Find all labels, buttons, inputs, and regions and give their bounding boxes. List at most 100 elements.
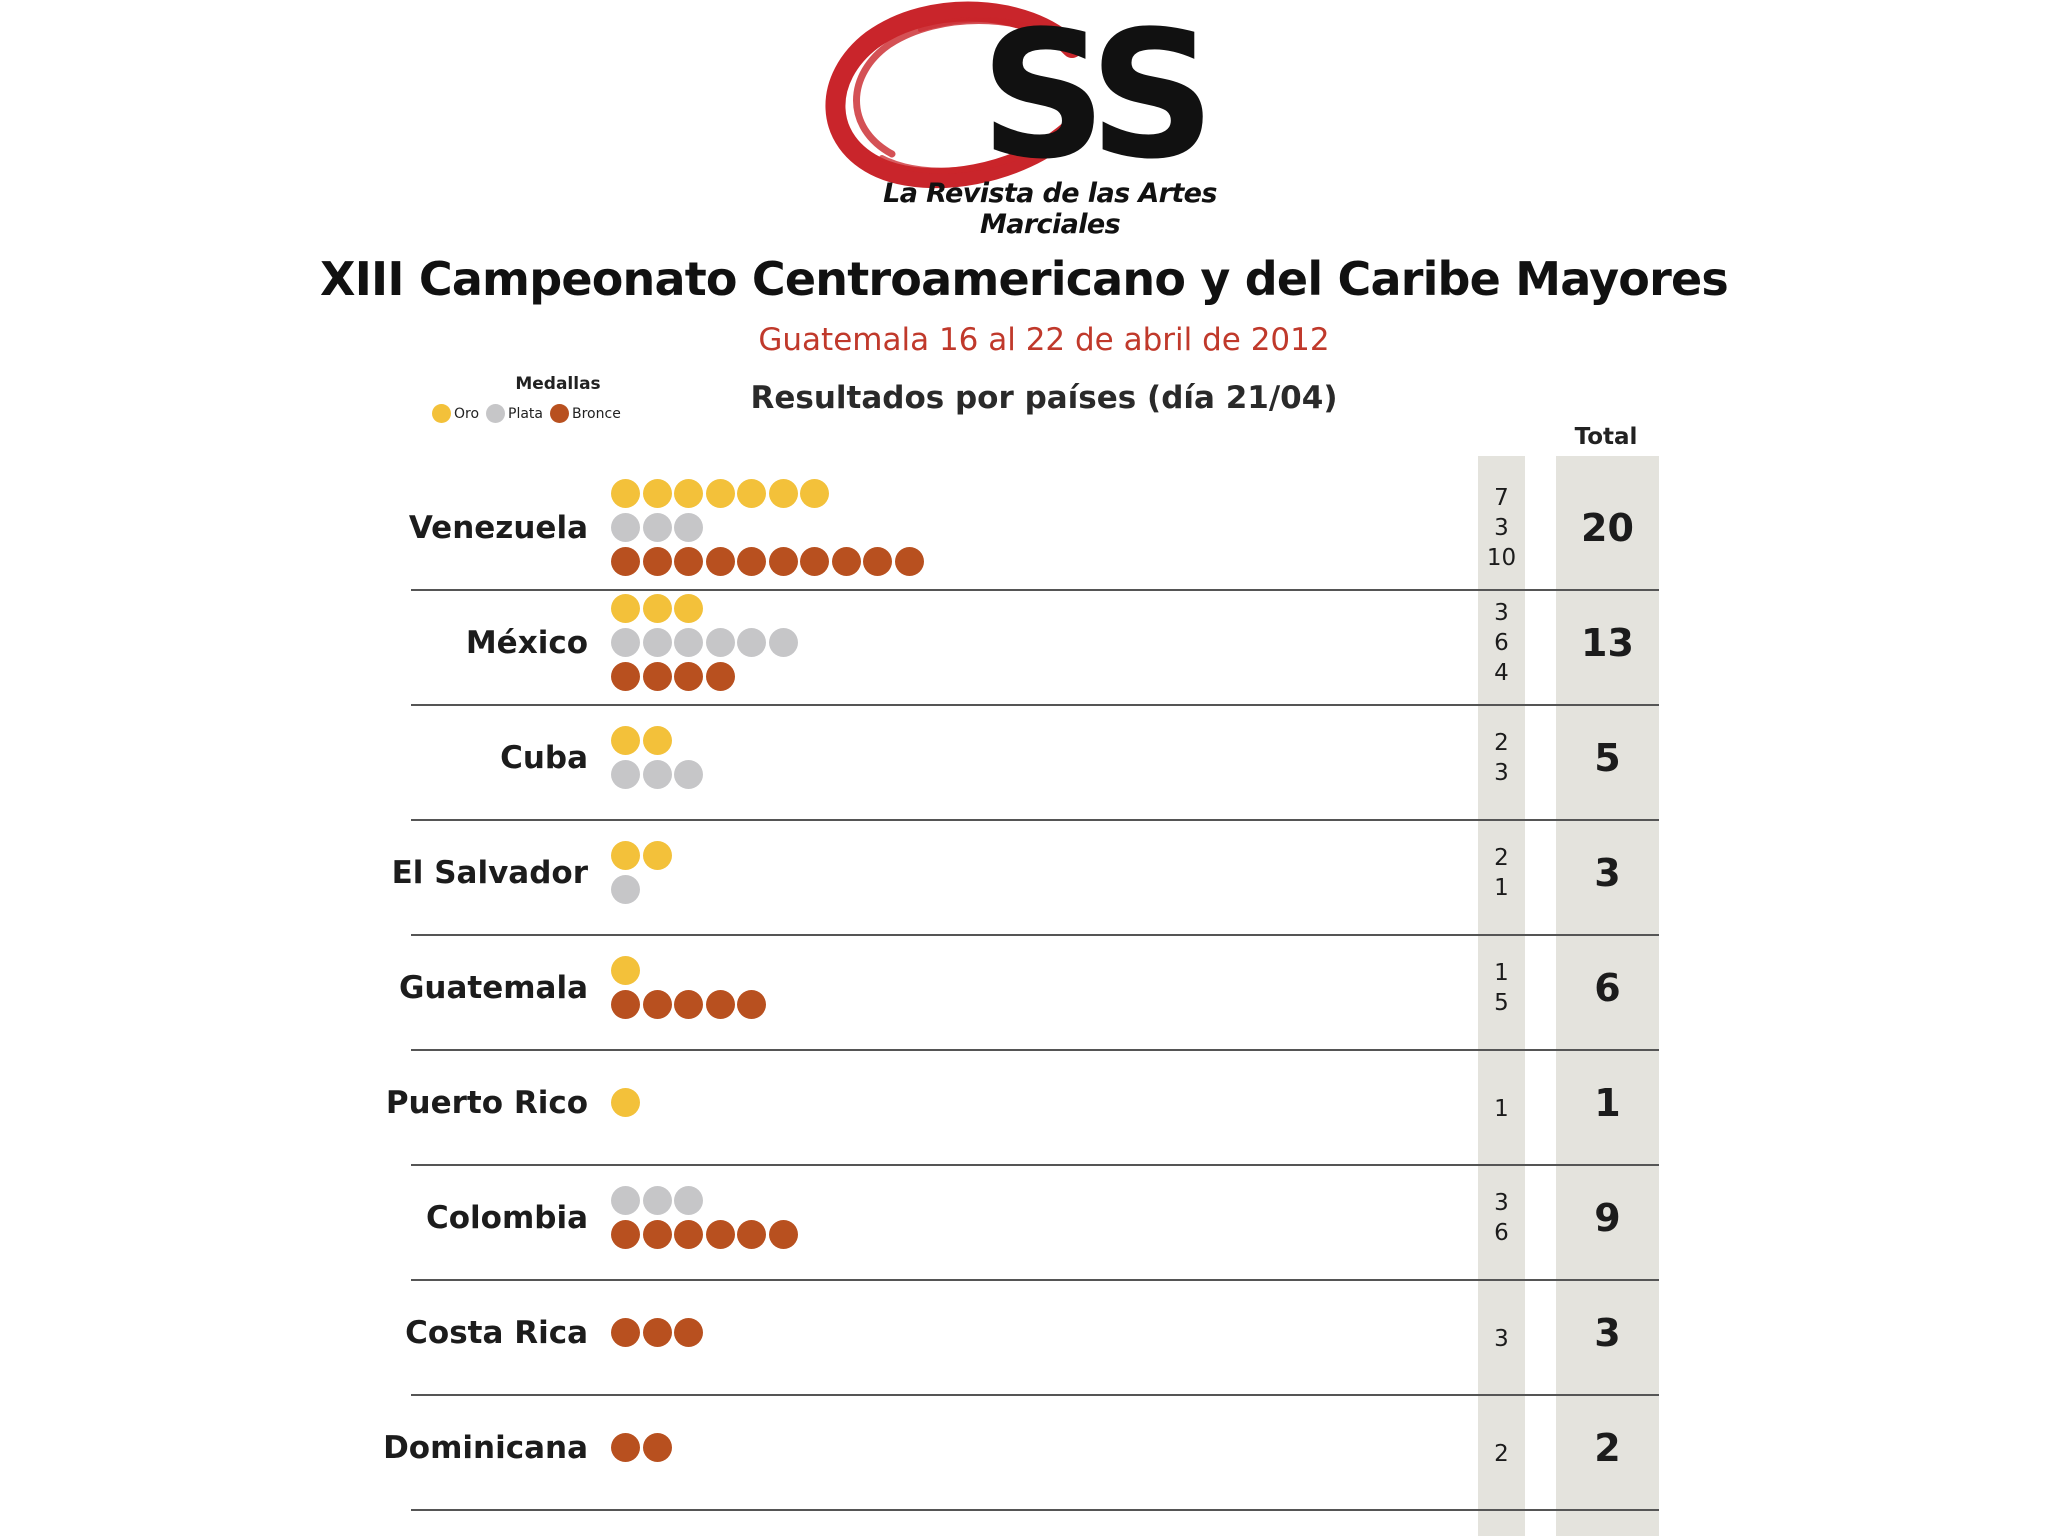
row-separator: [411, 1279, 1659, 1281]
logo-brush-circle: [825, 1, 1082, 189]
gold-medal-dot: [737, 479, 766, 508]
legend-gold-label: Oro: [454, 405, 480, 422]
bronze-medal-dot: [737, 547, 766, 576]
bronze-medal-dot: [674, 547, 703, 576]
legend-silver-label: Plata: [508, 405, 543, 422]
gold-medal-dot: [642, 479, 672, 508]
total-column-header: Total: [1574, 424, 1638, 450]
silver-medal-dot: [642, 760, 672, 789]
silver-count: 1: [1494, 874, 1509, 901]
total-value: 9: [1594, 1195, 1621, 1240]
bronze-medal-dot: [737, 990, 766, 1019]
gold-count: 1: [1494, 1095, 1509, 1122]
country-label: Dominicana: [383, 1429, 588, 1466]
bronze-medal-dot: [800, 547, 829, 576]
gold-medal-dot: [674, 594, 703, 623]
bronze-medal-dot: [611, 1318, 640, 1347]
silver-count: 6: [1494, 629, 1509, 656]
silver-medal-dot: [705, 628, 735, 657]
gold-medal-dot: [611, 726, 640, 755]
page-subtitle: Guatemala 16 al 22 de abril de 2012: [758, 322, 1330, 358]
bronze-medal-dot: [642, 990, 672, 1019]
bronze-medal-dot: [611, 1433, 640, 1462]
bronze-count: 5: [1494, 989, 1509, 1016]
gold-count: 2: [1494, 729, 1509, 756]
bronze-medal-dot: [642, 1318, 672, 1347]
country-label: Colombia: [425, 1199, 588, 1236]
bronze-medal-dot: [674, 990, 703, 1019]
legend-bronze-label: Bronce: [572, 405, 621, 422]
country-label: Venezuela: [408, 509, 588, 546]
country-label: Puerto Rico: [385, 1084, 588, 1121]
row-separator: [411, 934, 1659, 936]
country-label: Cuba: [500, 739, 588, 776]
bronze-medal-dot: [705, 1220, 735, 1249]
row-separator: [411, 1509, 1659, 1511]
bronze-medal-dot: [705, 547, 735, 576]
total-value: 3: [1594, 850, 1621, 895]
bronze-medal-dot: [674, 1220, 703, 1249]
silver-medal-dot: [674, 513, 703, 542]
legend-item-silver: Plata: [486, 404, 543, 423]
gold-medal-dot: [674, 479, 703, 508]
bronze-medal-dot: [642, 662, 672, 691]
gold-medal-dot: [705, 479, 735, 508]
total-value: 2: [1594, 1425, 1621, 1470]
silver-medal-dot: [674, 1186, 703, 1215]
bronze-medal-dot: [831, 547, 861, 576]
bronze-medal-dot: [611, 662, 640, 691]
silver-medal-dot: [611, 1186, 640, 1215]
total-value: 1: [1594, 1080, 1621, 1125]
row-separator: [411, 1394, 1659, 1396]
total-value: 3: [1594, 1310, 1621, 1355]
bronze-count: 3: [1494, 1325, 1509, 1352]
bronze-medal-dot: [611, 990, 640, 1019]
bronze-medal-icon: [550, 404, 569, 423]
silver-count: 3: [1494, 1189, 1509, 1216]
gold-medal-dot: [611, 479, 640, 508]
bronze-medal-dot: [674, 1318, 703, 1347]
silver-medal-icon: [486, 404, 505, 423]
silver-count: 3: [1494, 514, 1509, 541]
country-label: Guatemala: [398, 969, 588, 1006]
row-separator: [411, 819, 1659, 821]
silver-medal-dot: [611, 628, 640, 657]
bronze-medal-dot: [642, 1433, 672, 1462]
gold-count: 1: [1494, 959, 1509, 986]
results-heading: Resultados por países (día 21/04): [750, 380, 1338, 416]
row-separator: [411, 704, 1659, 706]
bronze-medal-dot: [768, 547, 798, 576]
bronze-medal-dot: [894, 547, 924, 576]
bronze-medal-dot: [642, 547, 672, 576]
silver-medal-dot: [642, 1186, 672, 1215]
legend-item-gold: Oro: [432, 404, 479, 423]
bronze-medal-dot: [863, 547, 892, 576]
country-label: El Salvador: [391, 854, 588, 891]
gold-medal-icon: [432, 404, 451, 423]
bronze-medal-dot: [737, 1220, 766, 1249]
gold-medal-dot: [642, 726, 672, 755]
gold-count: 7: [1494, 484, 1509, 511]
oss-logo: SS: [825, 0, 1216, 198]
bronze-medal-dot: [768, 1220, 798, 1249]
bronze-medal-dot: [705, 662, 735, 691]
gold-count: 3: [1494, 599, 1509, 626]
gold-medal-dot: [611, 1088, 640, 1117]
gold-count: 2: [1494, 844, 1509, 871]
bronze-medal-dot: [705, 990, 735, 1019]
bronze-count: 10: [1486, 544, 1517, 571]
row-separator: [411, 1049, 1659, 1051]
row-separator: [411, 589, 1659, 591]
logo-tagline: La Revista de las Artes Marciales: [883, 178, 1217, 240]
total-column: [1556, 456, 1659, 1536]
silver-medal-dot: [737, 628, 766, 657]
counts-column: [1478, 456, 1525, 1536]
gold-medal-dot: [611, 594, 640, 623]
bronze-medal-dot: [611, 547, 640, 576]
silver-medal-dot: [611, 513, 640, 542]
country-label: Costa Rica: [405, 1314, 588, 1351]
row-separator: [411, 1164, 1659, 1166]
bronze-medal-dot: [611, 1220, 640, 1249]
silver-count: 3: [1494, 759, 1509, 786]
